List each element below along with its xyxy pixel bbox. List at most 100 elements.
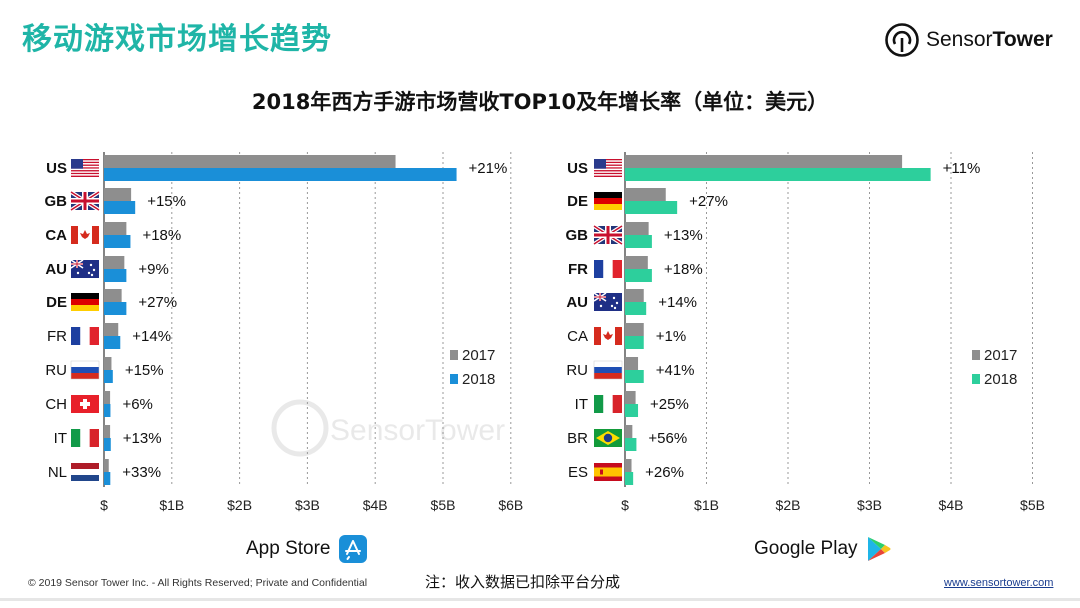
legend-swatch-2017 [450, 350, 458, 360]
category-label: RU [45, 362, 67, 379]
growth-label: +41% [656, 362, 695, 379]
growth-label: +14% [132, 328, 171, 345]
legend-swatch-2018 [450, 374, 458, 384]
legend-swatch-2017 [972, 350, 980, 360]
growth-label: +13% [123, 430, 162, 447]
category-label: GB [45, 193, 68, 210]
x-tick-label: $ [621, 497, 629, 513]
growth-label: +27% [138, 294, 177, 311]
bar-2018 [104, 201, 136, 214]
bar-2017 [104, 155, 396, 168]
x-tick-label: $5B [1020, 497, 1045, 513]
bar-2017 [625, 459, 632, 472]
bar-2018 [625, 370, 644, 383]
x-tick-label: $4B [939, 497, 964, 513]
growth-label: +18% [664, 261, 703, 278]
bar-2018 [104, 472, 111, 485]
category-label: AU [45, 261, 67, 278]
category-label: CA [567, 328, 588, 345]
growth-label: +26% [645, 464, 684, 481]
bar-2018 [625, 404, 639, 417]
growth-label: +11% [943, 160, 981, 177]
flag-ca-icon [594, 327, 622, 345]
category-label: CA [45, 227, 67, 244]
logo-text-b: Tower [992, 28, 1053, 51]
logo-text-a: Sensor [926, 28, 993, 51]
flag-gb-icon [592, 224, 624, 246]
flag-ch-icon [71, 395, 99, 413]
bar-2018 [625, 201, 678, 214]
google-play-text: Google Play [754, 538, 858, 559]
bar-2017 [104, 459, 109, 472]
growth-label: +21% [469, 160, 508, 177]
bar-2017 [625, 222, 649, 235]
growth-label: +9% [138, 261, 168, 278]
bar-2018 [104, 404, 111, 417]
flag-gb-icon [69, 190, 101, 212]
footer-divider [0, 598, 1080, 601]
flag-nl-icon [71, 463, 99, 481]
bar-2018 [104, 168, 457, 181]
bar-2017 [625, 323, 644, 336]
flag-it-icon [71, 429, 99, 447]
growth-label: +14% [658, 294, 697, 311]
sensortower-logo-icon [885, 23, 919, 57]
bar-2018 [625, 472, 634, 485]
bar-2017 [104, 222, 127, 235]
growth-label: +15% [147, 193, 186, 210]
legend-label-2017: 2017 [984, 347, 1017, 364]
bar-2017 [104, 188, 132, 201]
x-tick-label: $3B [295, 497, 320, 513]
growth-label: +13% [664, 227, 703, 244]
x-tick-label: $1B [694, 497, 719, 513]
category-label: NL [48, 464, 67, 481]
flag-es-icon [594, 463, 622, 481]
flag-fr-icon [594, 260, 622, 278]
chart-google-play: $ $1B $2B $3B $4B $5B US +11% DE +27% GB +13% FR +18%… [566, 152, 1045, 513]
category-label: FR [47, 328, 67, 345]
flag-ru-icon [70, 360, 100, 380]
category-label: CH [45, 396, 67, 413]
growth-label: +15% [125, 362, 164, 379]
flag-it-icon [594, 395, 622, 413]
category-label: GB [566, 227, 589, 244]
app-store-icon [338, 535, 367, 563]
x-tick-label: $2B [227, 497, 252, 513]
bar-2018 [104, 336, 121, 349]
flag-br-icon [594, 429, 622, 447]
growth-label: +27% [689, 193, 728, 210]
flag-au-icon [70, 259, 99, 278]
app-store-text: App Store [246, 538, 331, 559]
bar-2018 [104, 370, 113, 383]
flag-ru-icon [593, 360, 623, 380]
category-label: BR [567, 430, 588, 447]
bar-2018 [104, 269, 127, 282]
flag-us-icon [594, 159, 622, 179]
website-link[interactable]: www.sensortower.com [944, 577, 1054, 589]
bar-2017 [625, 188, 666, 201]
google-play-label: Google Play [754, 535, 892, 563]
bar-2018 [104, 302, 127, 315]
legend: 2017 2018 [972, 347, 1017, 388]
x-tick-label: $4B [363, 497, 388, 513]
bar-2017 [625, 391, 636, 404]
flag-fr-icon [71, 327, 99, 345]
x-tick-label: $ [100, 497, 108, 513]
x-tick-label: $1B [159, 497, 184, 513]
category-label: FR [568, 261, 588, 278]
bar-2017 [104, 391, 111, 404]
chart-app-store: $ $1B $2B $3B $4B $5B $6B US +21% GB +15% CA +18% AU +… [45, 152, 523, 513]
logo-text: SensorTower [926, 28, 1053, 52]
x-tick-label: $6B [498, 497, 523, 513]
growth-label: +56% [648, 430, 687, 447]
growth-label: +1% [656, 328, 686, 345]
category-label: RU [566, 362, 588, 379]
category-label: AU [566, 294, 588, 311]
flag-au-icon [593, 292, 622, 311]
growth-label: +25% [650, 396, 689, 413]
bar-2017 [625, 357, 639, 370]
sensortower-logo[interactable]: SensorTower [884, 20, 1053, 60]
bar-2017 [104, 323, 119, 336]
flag-ca-icon [71, 226, 99, 244]
